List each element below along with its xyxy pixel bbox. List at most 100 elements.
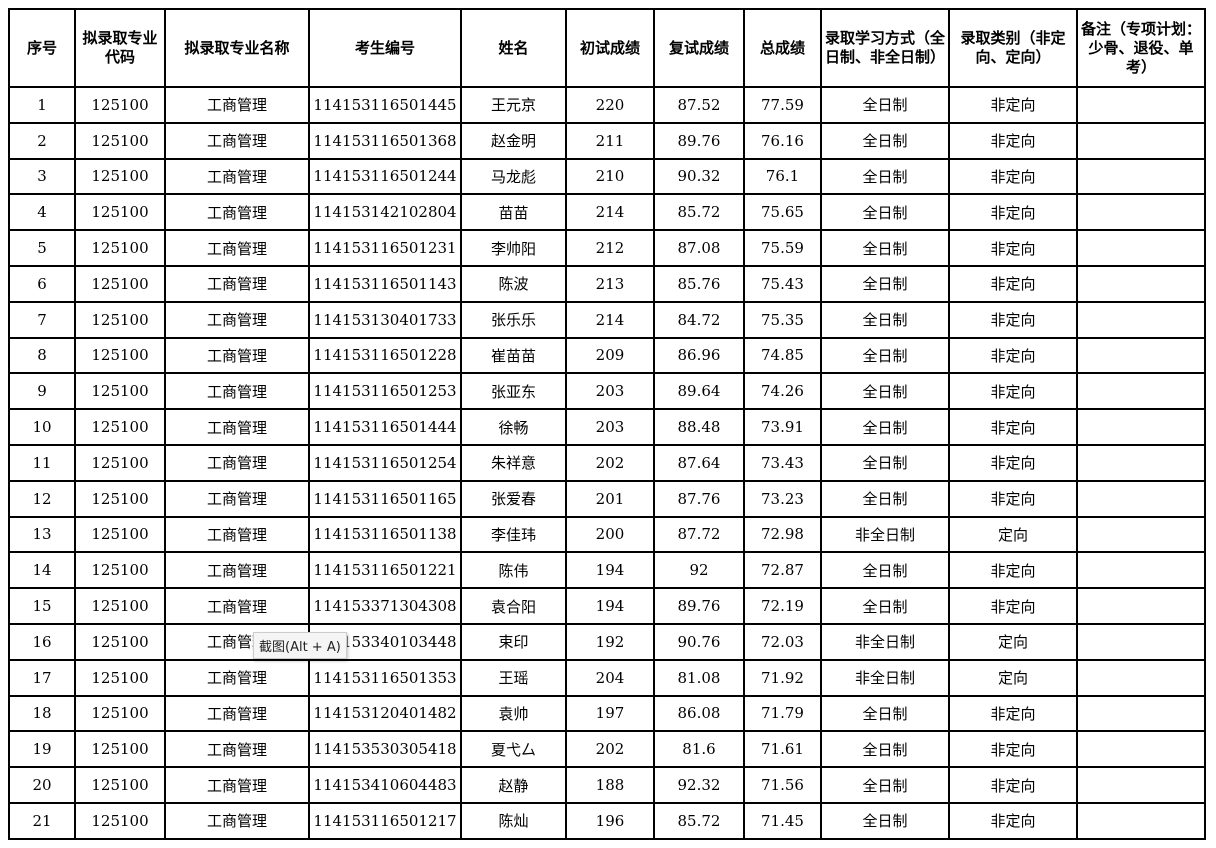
cell-name: 崔苗苗 [460, 336, 567, 375]
cell-name: 束印 [460, 622, 567, 661]
cell-remarks [1076, 515, 1206, 554]
cell-remarks [1076, 336, 1206, 375]
cell-major-code: 125100 [74, 121, 166, 160]
table-row: 19 125100 工商管理 114153530305418 夏弋厶 202 81.6 71.… [8, 730, 1206, 769]
table-row: 5 125100 工商管理 114153116501231 李帅阳 212 87.08 75.… [8, 229, 1206, 267]
cell-major-code: 125100 [74, 658, 166, 697]
table-row: 1 125100 工商管理 114153116501445 王元京 220 87.52 77.… [8, 86, 1206, 124]
cell-remarks [1076, 658, 1206, 697]
cell-category: 非定向 [948, 86, 1078, 124]
cell-initial-score: 220 [565, 86, 655, 124]
cell-major-code: 125100 [74, 587, 166, 625]
cell-remarks [1076, 157, 1206, 196]
cell-category: 非定向 [948, 694, 1078, 733]
cell-exam-id: 114153410604483 [308, 766, 462, 804]
table-row: 18 125100 工商管理 114153120401482 袁帅 197 86.08 71.… [8, 694, 1206, 733]
cell-seq: 6 [8, 264, 76, 303]
cell-major-code: 125100 [74, 443, 166, 482]
cell-exam-id: 114153116501368 [308, 121, 462, 160]
cell-major-name: 工商管理 [164, 443, 310, 482]
cell-retest-score: 87.64 [653, 443, 745, 482]
table-row: 8 125100 工商管理 114153116501228 崔苗苗 209 86.96 74.… [8, 336, 1206, 375]
cell-retest-score: 85.76 [653, 264, 745, 303]
cell-retest-score: 85.72 [653, 801, 745, 840]
cell-major-name: 工商管理 [164, 801, 310, 840]
table-row: 2 125100 工商管理 114153116501368 赵金明 211 89.76 76.… [8, 121, 1206, 160]
cell-major-code: 125100 [74, 408, 166, 446]
cell-name: 张乐乐 [460, 300, 567, 339]
cell-remarks [1076, 121, 1206, 160]
cell-initial-score: 196 [565, 801, 655, 840]
cell-category: 非定向 [948, 264, 1078, 303]
cell-major-name: 工商管理 [164, 658, 310, 697]
cell-remarks [1076, 264, 1206, 303]
cell-category: 非定向 [948, 801, 1078, 840]
cell-study-mode: 全日制 [820, 551, 950, 590]
cell-study-mode: 全日制 [820, 121, 950, 160]
cell-remarks [1076, 801, 1206, 840]
cell-total-score: 75.59 [743, 229, 822, 267]
cell-study-mode: 非全日制 [820, 515, 950, 554]
cell-seq: 19 [8, 730, 76, 769]
cell-study-mode: 全日制 [820, 300, 950, 339]
table-row: 20 125100 工商管理 114153410604483 赵静 188 92.32 71.… [8, 766, 1206, 804]
cell-name: 苗苗 [460, 193, 567, 232]
cell-seq: 17 [8, 658, 76, 697]
header-retest-score: 复试成绩 [653, 8, 745, 88]
cell-total-score: 73.23 [743, 479, 822, 518]
cell-retest-score: 81.08 [653, 658, 745, 697]
cell-name: 袁帅 [460, 694, 567, 733]
cell-total-score: 73.43 [743, 443, 822, 482]
cell-remarks [1076, 551, 1206, 590]
cell-initial-score: 197 [565, 694, 655, 733]
cell-seq: 1 [8, 86, 76, 124]
cell-category: 定向 [948, 622, 1078, 661]
table-row: 10 125100 工商管理 114153116501444 徐畅 203 88.48 73.… [8, 408, 1206, 446]
cell-major-name: 工商管理 [164, 157, 310, 196]
cell-name: 张爱春 [460, 479, 567, 518]
cell-seq: 2 [8, 121, 76, 160]
cell-initial-score: 194 [565, 551, 655, 590]
cell-category: 非定向 [948, 443, 1078, 482]
header-major-code: 拟录取专业代码 [74, 8, 166, 88]
cell-study-mode: 全日制 [820, 229, 950, 267]
cell-remarks [1076, 479, 1206, 518]
cell-study-mode: 全日制 [820, 264, 950, 303]
cell-initial-score: 194 [565, 587, 655, 625]
cell-major-code: 125100 [74, 229, 166, 267]
cell-remarks [1076, 766, 1206, 804]
header-remarks: 备注（专项计划：少骨、退役、单考） [1076, 8, 1206, 88]
table-row: 9 125100 工商管理 114153116501253 张亚东 203 89.64 74.… [8, 372, 1206, 411]
cell-seq: 8 [8, 336, 76, 375]
header-major-name: 拟录取专业名称 [164, 8, 310, 88]
cell-study-mode: 全日制 [820, 86, 950, 124]
header-total-score: 总成绩 [743, 8, 822, 88]
cell-exam-id: 114153116501217 [308, 801, 462, 840]
cell-major-name: 工商管理 [164, 121, 310, 160]
cell-name: 张亚东 [460, 372, 567, 411]
table-row: 12 125100 工商管理 114153116501165 张爱春 201 87.76 73… [8, 479, 1206, 518]
cell-retest-score: 87.08 [653, 229, 745, 267]
cell-name: 陈伟 [460, 551, 567, 590]
cell-initial-score: 214 [565, 300, 655, 339]
cell-major-code: 125100 [74, 300, 166, 339]
cell-retest-score: 89.76 [653, 587, 745, 625]
cell-name: 夏弋厶 [460, 730, 567, 769]
cell-major-code: 125100 [74, 730, 166, 769]
cell-initial-score: 192 [565, 622, 655, 661]
header-name: 姓名 [460, 8, 567, 88]
cell-initial-score: 203 [565, 408, 655, 446]
cell-name: 袁合阳 [460, 587, 567, 625]
cell-seq: 18 [8, 694, 76, 733]
cell-retest-score: 84.72 [653, 300, 745, 339]
cell-name: 李帅阳 [460, 229, 567, 267]
cell-retest-score: 90.76 [653, 622, 745, 661]
cell-study-mode: 全日制 [820, 479, 950, 518]
cell-name: 王元京 [460, 86, 567, 124]
cell-seq: 14 [8, 551, 76, 590]
cell-remarks [1076, 408, 1206, 446]
header-study-mode: 录取学习方式（全日制、非全日制） [820, 8, 950, 88]
cell-initial-score: 203 [565, 372, 655, 411]
cell-category: 定向 [948, 658, 1078, 697]
cell-total-score: 77.59 [743, 86, 822, 124]
